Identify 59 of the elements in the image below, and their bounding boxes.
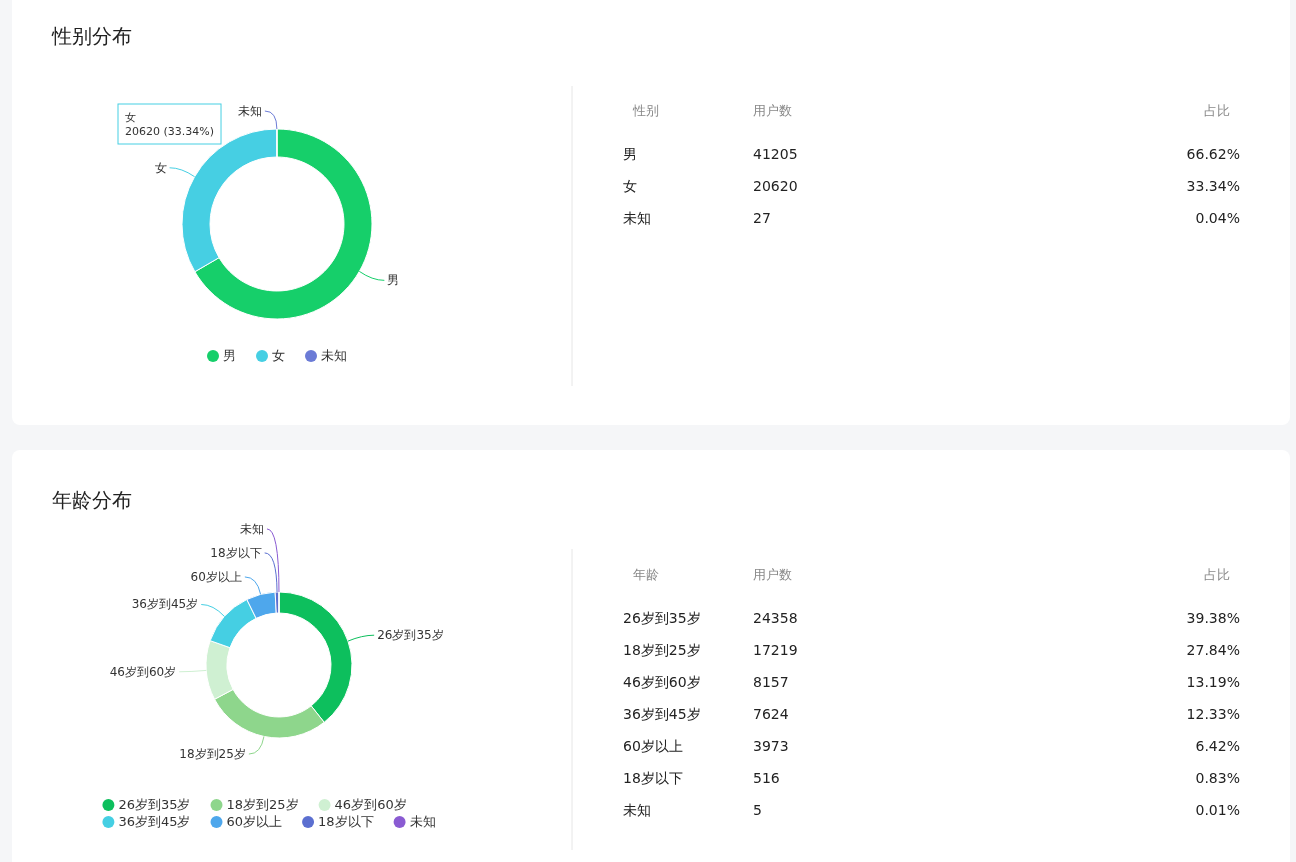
slice-label: 36岁到45岁 bbox=[131, 597, 199, 612]
text: 12.33% bbox=[1186, 706, 1240, 722]
chart-title: 性别分布 bbox=[51, 24, 132, 48]
text: 0.01% bbox=[1195, 802, 1240, 818]
text: 未知 bbox=[623, 210, 651, 226]
chart-title: 年龄分布 bbox=[52, 488, 132, 512]
text: 7624 bbox=[753, 706, 789, 722]
text: 占比 bbox=[1204, 567, 1230, 582]
text: 60岁以上 bbox=[623, 738, 683, 754]
text: 用户数 bbox=[753, 567, 792, 582]
legend-label: 未知 bbox=[321, 348, 347, 363]
text: 46岁到60岁 bbox=[623, 674, 701, 690]
text: 6.42% bbox=[1195, 738, 1240, 754]
text: 41205 bbox=[753, 146, 798, 162]
text: 未知 bbox=[623, 802, 651, 818]
legend-label: 18岁到25岁 bbox=[226, 797, 299, 812]
text: 18岁以下 bbox=[623, 770, 683, 786]
slice-label: 46岁到60岁 bbox=[109, 664, 177, 679]
slice-label: 18岁到25岁 bbox=[179, 747, 246, 762]
slice-label: 未知 bbox=[239, 521, 264, 536]
text: 0.04% bbox=[1195, 210, 1240, 226]
text: 516 bbox=[753, 770, 780, 786]
text: 女 bbox=[623, 178, 637, 194]
slice-label: 女 bbox=[154, 160, 167, 175]
slice-label: 60岁以上 bbox=[190, 569, 242, 584]
slice-label: 男 bbox=[387, 273, 400, 288]
slice-label: 26岁到35岁 bbox=[377, 628, 444, 643]
legend-label: 未知 bbox=[409, 814, 436, 829]
text: 39.38% bbox=[1186, 610, 1240, 626]
legend-label: 36岁到45岁 bbox=[118, 814, 191, 829]
text: 36岁到45岁 bbox=[623, 706, 701, 722]
text: 18岁到25岁 bbox=[623, 642, 701, 658]
text: 27 bbox=[753, 210, 771, 226]
text: 17219 bbox=[753, 642, 798, 658]
legend-label: 18岁以下 bbox=[318, 814, 374, 829]
text: 女 20620 (33.34%) bbox=[125, 111, 215, 138]
legend-label: 男 bbox=[223, 348, 236, 363]
text: 33.34% bbox=[1186, 178, 1240, 194]
text: 13.19% bbox=[1186, 674, 1240, 690]
text: 0.83% bbox=[1195, 770, 1240, 786]
text: 24358 bbox=[753, 610, 798, 626]
text: 5 bbox=[753, 802, 762, 818]
legend-label: 60岁以上 bbox=[226, 814, 283, 829]
text: 用户数 bbox=[753, 103, 792, 118]
text: 年龄 bbox=[633, 567, 659, 582]
text: 占比 bbox=[1204, 103, 1230, 118]
text: 3973 bbox=[753, 738, 789, 754]
text: 20620 bbox=[753, 178, 798, 194]
text: 66.62% bbox=[1186, 146, 1240, 162]
text: 27.84% bbox=[1186, 642, 1240, 658]
text: 男 bbox=[623, 146, 637, 162]
legend-label: 女 bbox=[272, 348, 285, 363]
legend-label: 46岁到60岁 bbox=[334, 797, 407, 812]
text: 26岁到35岁 bbox=[623, 610, 701, 626]
text: 性别 bbox=[632, 103, 659, 118]
slice-label: 未知 bbox=[237, 104, 262, 118]
text: 8157 bbox=[753, 674, 789, 690]
legend-label: 26岁到35岁 bbox=[118, 797, 191, 812]
slice-label: 18岁以下 bbox=[210, 545, 262, 560]
